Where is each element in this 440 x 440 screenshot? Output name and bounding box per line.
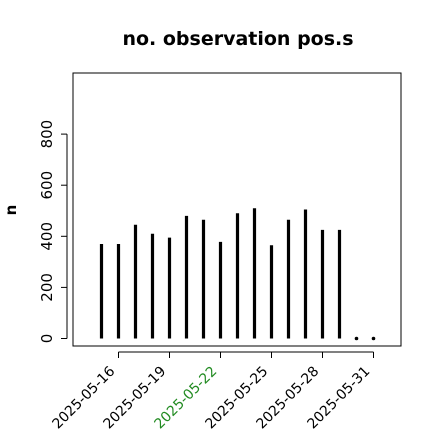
y-tick-label: 200 (38, 273, 56, 302)
y-tick-label: 800 (38, 120, 56, 149)
plot-area-border (72, 72, 402, 347)
bar-zero-point (354, 336, 359, 341)
bars (99, 208, 376, 341)
y-tick-label: 400 (38, 222, 56, 251)
y-axis: 0 200 400 600 800 (38, 120, 68, 344)
bar-zero-point (371, 336, 376, 341)
x-axis: 2025-05-162025-05-192025-05-222025-05-25… (49, 351, 374, 432)
y-axis-label: n (2, 205, 20, 216)
y-tick-label: 600 (38, 171, 56, 200)
y-tick-label: 0 (38, 334, 56, 344)
chart-title: no. observation pos.s (122, 28, 353, 50)
